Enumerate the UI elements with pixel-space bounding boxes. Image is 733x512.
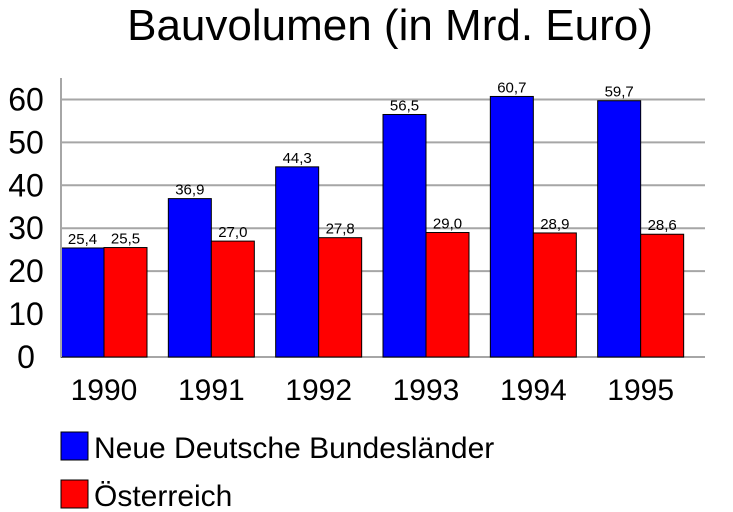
data-label: 44,3: [283, 150, 312, 167]
data-label: 25,4: [68, 231, 97, 248]
bar-neue-bundeslaender: [275, 166, 320, 358]
bar-neue-bundeslaender: [60, 247, 105, 358]
x-tick-label: 1991: [178, 374, 245, 407]
y-tick-label: 60: [8, 81, 44, 117]
data-label: 28,9: [540, 216, 569, 233]
data-label: 36,9: [175, 182, 204, 199]
bar-oesterreich: [103, 247, 148, 358]
data-label: 60,7: [497, 79, 526, 96]
bar-neue-bundeslaender: [382, 113, 427, 358]
x-tick-label: 1995: [607, 374, 674, 407]
chart-title: Bauvolumen (in Mrd. Euro): [127, 1, 653, 50]
x-tick-label: 1990: [71, 374, 138, 407]
legend-label-oesterreich: Österreich: [94, 480, 232, 512]
y-tick-label: 40: [8, 167, 44, 203]
data-label: 28,6: [648, 217, 677, 234]
bar-oesterreich: [640, 233, 685, 358]
y-tick-label: 10: [8, 296, 44, 332]
y-tick-label: 0: [17, 339, 35, 375]
bar-oesterreich: [210, 240, 255, 358]
legend-swatch-neue-bundeslaender: [60, 431, 89, 461]
x-tick-label: 1992: [285, 374, 352, 407]
bar-neue-bundeslaender: [597, 100, 642, 358]
y-tick-label: 20: [8, 253, 44, 289]
legend-swatch-oesterreich: [60, 479, 89, 509]
x-tick-label: 1993: [393, 374, 460, 407]
data-labels: 25,4 25,5 36,9 27,0 44,3 27,8 56,5 29,0 60,7 28,9…: [68, 79, 677, 248]
y-axis-ticks: 0 10 20 30 40 50 60: [8, 81, 44, 375]
legend: Neue Deutsche Bundesländer Österreich: [60, 431, 494, 512]
y-tick-label: 30: [8, 210, 44, 246]
bar-neue-bundeslaender: [167, 198, 212, 358]
legend-label-neue-bundeslaender: Neue Deutsche Bundesländer: [94, 432, 494, 465]
bars: [60, 95, 685, 358]
bar-oesterreich: [532, 232, 577, 358]
x-tick-label: 1994: [500, 374, 567, 407]
data-label: 27,0: [218, 224, 247, 241]
data-label: 59,7: [605, 84, 634, 101]
y-tick-label: 50: [8, 124, 44, 160]
data-label: 56,5: [390, 97, 419, 114]
x-axis-ticks: 1990 1991 1992 1993 1994 1995: [71, 374, 674, 407]
data-label: 29,0: [433, 216, 462, 233]
data-label: 27,8: [326, 221, 355, 238]
data-label: 25,5: [111, 231, 140, 248]
bar-oesterreich: [318, 237, 363, 358]
bar-oesterreich: [425, 232, 470, 358]
bar-neue-bundeslaender: [489, 95, 534, 358]
